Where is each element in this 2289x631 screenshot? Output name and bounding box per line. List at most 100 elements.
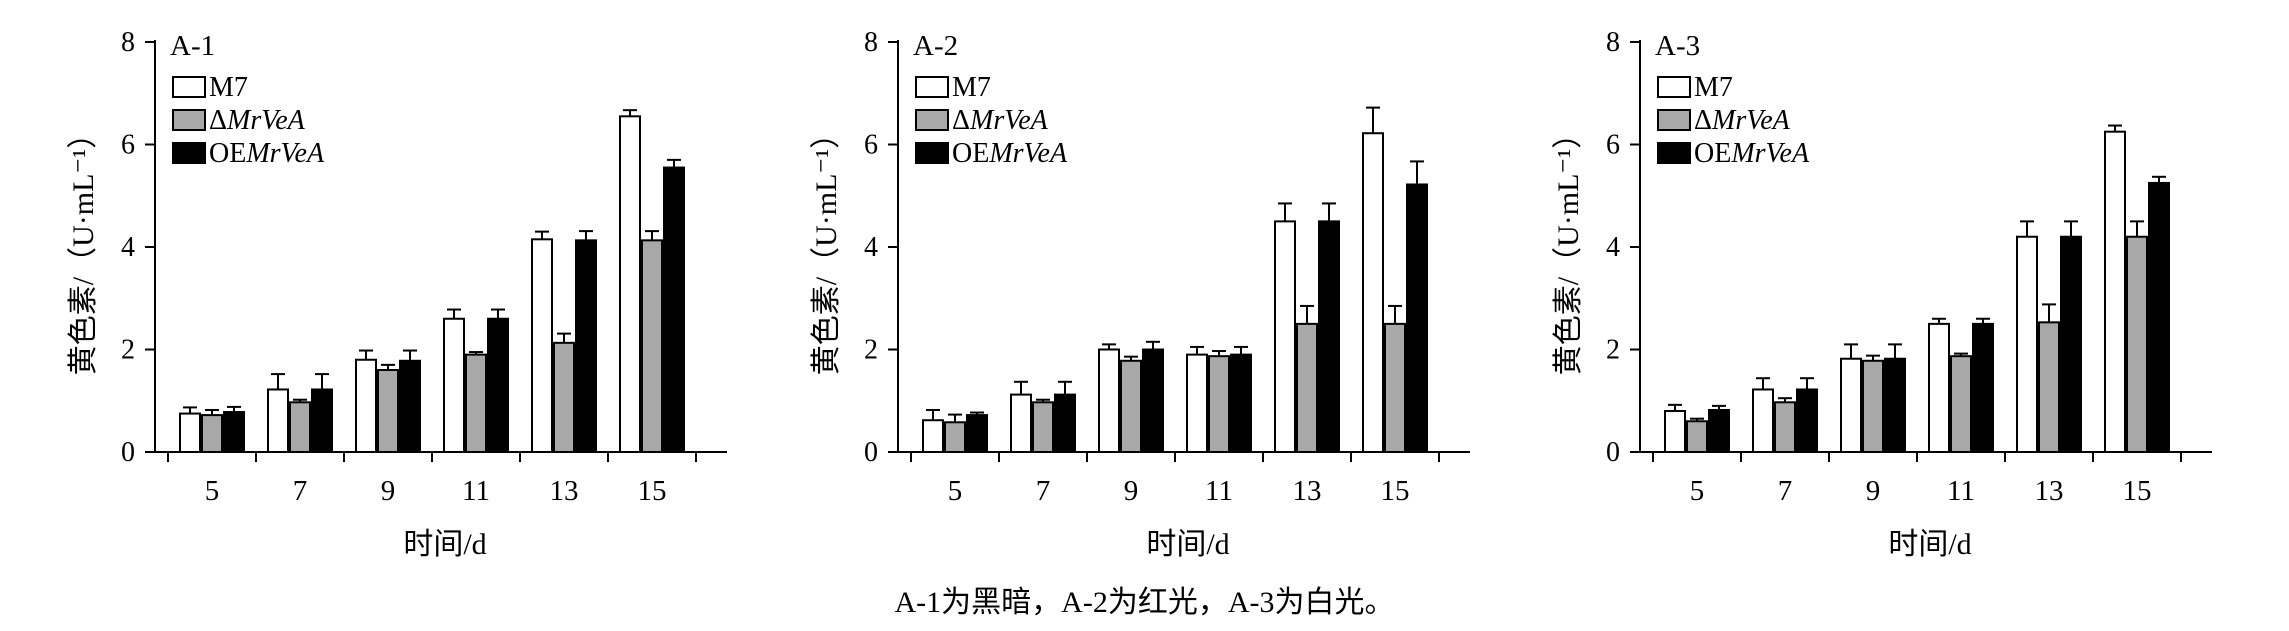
x-tick-label: 11 bbox=[1205, 475, 1233, 507]
x-tick-label: 7 bbox=[1036, 475, 1051, 507]
bar bbox=[2038, 321, 2060, 453]
bar bbox=[355, 358, 377, 453]
legend-swatch bbox=[915, 109, 949, 131]
bar bbox=[1098, 348, 1120, 453]
y-tick-label: 4 bbox=[864, 232, 878, 263]
bar bbox=[1406, 183, 1428, 453]
panel-title: A-3 bbox=[1655, 30, 1700, 62]
x-tick-label: 5 bbox=[1690, 475, 1705, 507]
figure-caption: A-1为黑暗，A-2为红光，A-3为白光。 bbox=[894, 586, 1395, 619]
legend-swatch bbox=[172, 109, 206, 131]
bar bbox=[2016, 235, 2038, 453]
y-tick-label: 4 bbox=[1606, 232, 1620, 263]
chart-panel-2: 0 2 4 6 8 5 7 9 11 13 15 时间/d 黄色素/（U·mL⁻¹） A-2 M7ΔMrVe… bbox=[810, 27, 1470, 561]
bar bbox=[1708, 408, 1730, 454]
bar bbox=[1318, 220, 1340, 453]
bar bbox=[399, 359, 421, 453]
x-tick-label: 15 bbox=[638, 475, 667, 507]
x-tick-label: 11 bbox=[1947, 475, 1975, 507]
bar bbox=[641, 239, 663, 453]
bar bbox=[1928, 322, 1950, 453]
bar bbox=[966, 414, 988, 454]
y-tick-label: 2 bbox=[864, 335, 878, 366]
bar bbox=[201, 414, 223, 454]
legend-label: OEMrVeA bbox=[209, 138, 325, 169]
bar bbox=[1862, 359, 1884, 453]
legend-label: OEMrVeA bbox=[1694, 138, 1810, 169]
x-tick-label: 9 bbox=[1124, 475, 1139, 507]
legend-swatch bbox=[915, 76, 949, 98]
y-tick-label: 0 bbox=[1606, 437, 1620, 468]
bar bbox=[1686, 420, 1708, 453]
bar bbox=[1230, 353, 1252, 453]
bar bbox=[1950, 355, 1972, 454]
bar bbox=[1796, 388, 1818, 454]
x-tick-label: 13 bbox=[550, 475, 579, 507]
bar bbox=[553, 341, 575, 453]
x-tick-label: 7 bbox=[293, 475, 308, 507]
bar bbox=[487, 317, 509, 453]
legend-swatch bbox=[915, 142, 949, 164]
bar bbox=[443, 317, 465, 453]
bar bbox=[377, 369, 399, 453]
bar bbox=[1840, 357, 1862, 454]
bar bbox=[1142, 348, 1164, 453]
bar bbox=[1752, 388, 1774, 454]
bar bbox=[619, 115, 641, 453]
x-axis-title: 时间/d bbox=[1888, 528, 1971, 561]
y-tick-label: 6 bbox=[121, 130, 135, 161]
bar bbox=[1884, 357, 1906, 454]
bar bbox=[1664, 410, 1686, 453]
bar bbox=[575, 239, 597, 453]
legend-swatch bbox=[1657, 142, 1691, 164]
x-tick-label: 15 bbox=[2123, 475, 2152, 507]
bar bbox=[1296, 322, 1318, 453]
bar bbox=[1384, 322, 1406, 453]
bar bbox=[531, 238, 553, 453]
chart-panel-1: 0 2 4 6 8 5 7 9 11 13 15 时间/d 黄色素/（U·mL⁻¹） A-1 M7ΔMrVe… bbox=[67, 27, 727, 561]
panel-title: A-1 bbox=[170, 30, 215, 62]
x-tick-label: 9 bbox=[1866, 475, 1881, 507]
bar bbox=[1010, 393, 1032, 454]
y-tick-label: 0 bbox=[864, 437, 878, 468]
bar bbox=[922, 419, 944, 454]
y-tick-label: 4 bbox=[121, 232, 135, 263]
bar bbox=[1774, 401, 1796, 454]
y-axis-title: 黄色素/（U·mL⁻¹） bbox=[1552, 119, 1585, 375]
y-tick-label: 2 bbox=[121, 335, 135, 366]
bar bbox=[2126, 235, 2148, 453]
legend-label: ΔMrVeA bbox=[1694, 105, 1791, 136]
legend-label: ΔMrVeA bbox=[209, 105, 306, 136]
legend-swatch bbox=[172, 142, 206, 164]
y-tick-label: 8 bbox=[1606, 27, 1620, 58]
legend-label: M7 bbox=[1694, 72, 1733, 103]
bar bbox=[465, 353, 487, 453]
bar bbox=[944, 421, 966, 453]
y-tick-label: 8 bbox=[121, 27, 135, 58]
bar bbox=[663, 166, 685, 453]
legend-swatch bbox=[1657, 109, 1691, 131]
bar bbox=[1054, 393, 1076, 454]
bar bbox=[1032, 401, 1054, 454]
y-tick-label: 6 bbox=[864, 130, 878, 161]
bar bbox=[289, 401, 311, 454]
bar bbox=[1186, 353, 1208, 453]
legend-label: OEMrVeA bbox=[952, 138, 1068, 169]
x-tick-label: 11 bbox=[462, 475, 490, 507]
x-tick-label: 13 bbox=[2035, 475, 2064, 507]
bar bbox=[1362, 132, 1384, 453]
x-tick-label: 7 bbox=[1778, 475, 1793, 507]
x-tick-label: 5 bbox=[948, 475, 963, 507]
y-tick-label: 6 bbox=[1606, 130, 1620, 161]
legend-swatch bbox=[1657, 76, 1691, 98]
y-tick-label: 2 bbox=[1606, 335, 1620, 366]
panel-title: A-2 bbox=[913, 30, 958, 62]
x-tick-label: 9 bbox=[381, 475, 396, 507]
y-tick-label: 8 bbox=[864, 27, 878, 58]
bar bbox=[223, 411, 245, 453]
chart-panel-3: 0 2 4 6 8 5 7 9 11 13 15 时间/d 黄色素/（U·mL⁻¹） A-3 M7ΔMrVe… bbox=[1552, 27, 2212, 561]
x-axis-title: 时间/d bbox=[403, 528, 486, 561]
x-axis-title: 时间/d bbox=[1146, 528, 1229, 561]
bar bbox=[2148, 181, 2170, 453]
